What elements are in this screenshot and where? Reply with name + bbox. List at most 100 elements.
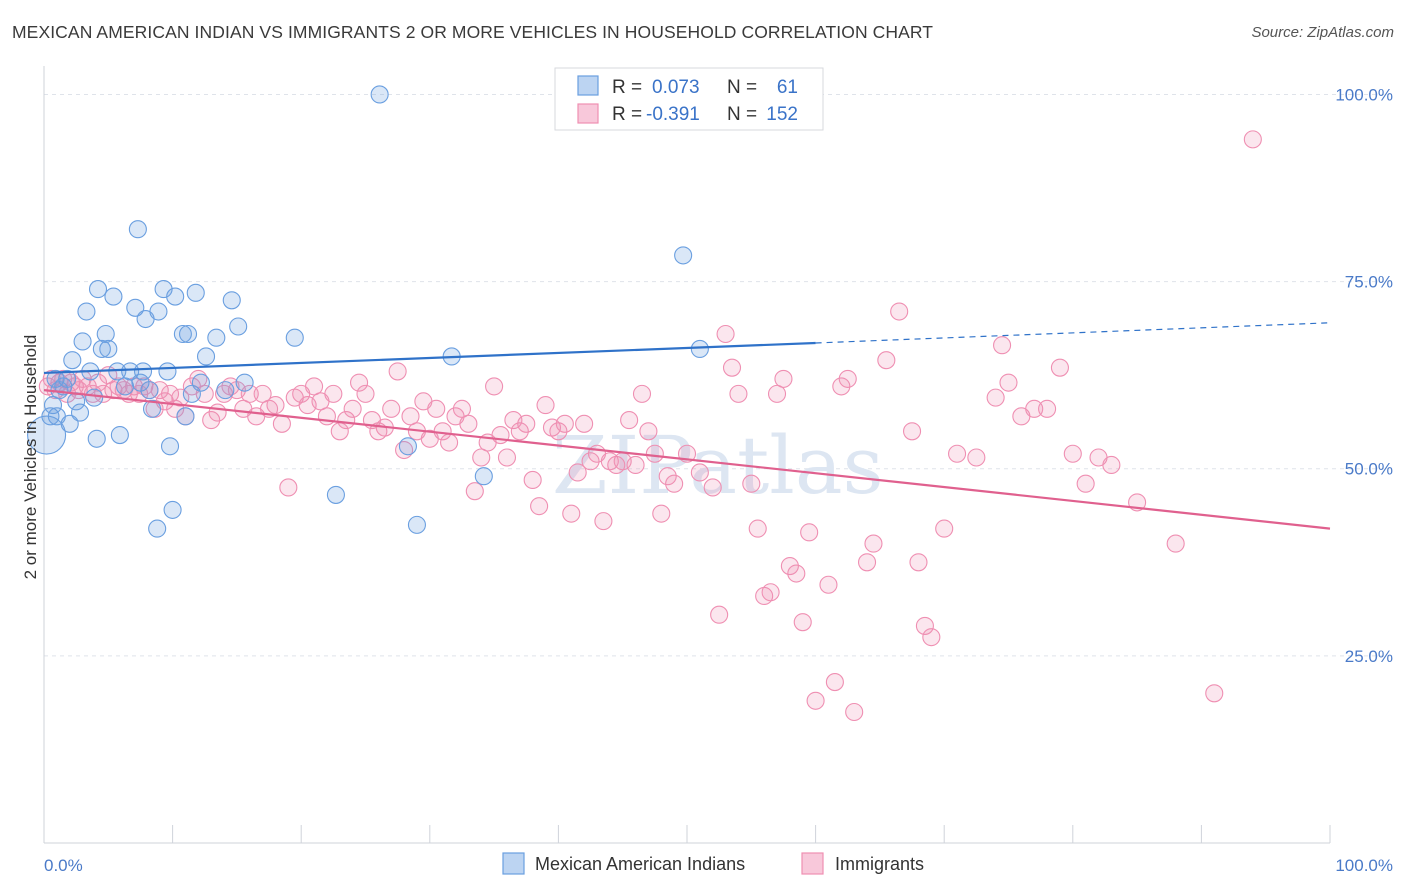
legend-n-value-2: 152: [766, 104, 798, 125]
mexican-american-indians-point-10: [70, 403, 90, 422]
legend-r-value-1: 0.073: [652, 77, 700, 98]
immigrants-point-104: [658, 467, 677, 486]
immigrants-point-120: [787, 564, 806, 583]
immigrants-point-74: [465, 482, 484, 501]
trend-lines: [43, 322, 1331, 530]
mexican-american-indians-point-15: [88, 280, 108, 299]
mexican-american-indians-point-24: [126, 298, 145, 317]
immigrants-point-34: [208, 403, 227, 422]
immigrants-point-145: [1038, 399, 1057, 418]
mexican-american-indians-points: [27, 85, 709, 538]
immigrants-point-13: [94, 384, 113, 403]
immigrants-point-126: [832, 377, 851, 396]
immigrants-point-103: [652, 504, 671, 523]
mexican-american-indians-point-27: [133, 362, 153, 381]
legend-n-label-1: N =: [727, 77, 757, 98]
legend-r-label-1: R =: [612, 77, 642, 98]
mexican-american-indians-point-48: [326, 485, 345, 504]
immigrants-point-32: [195, 384, 214, 403]
immigrants-point-84: [530, 497, 549, 516]
immigrants-point-150: [1102, 455, 1121, 475]
immigrants-point-45: [279, 478, 298, 497]
mexican-american-indians-point-30: [142, 399, 162, 418]
legend-n-label-2: N =: [727, 104, 757, 125]
immigrants-point-91: [575, 414, 594, 433]
immigrants-point-56: [350, 373, 369, 392]
immigrants-point-99: [626, 455, 645, 475]
immigrants-point-85: [536, 396, 555, 415]
immigrants-point-41: [253, 384, 272, 403]
x-tick-label-right: 100.0%: [1335, 856, 1393, 875]
mexican-american-indians-point-6: [58, 369, 77, 388]
immigrants-point-54: [337, 411, 356, 430]
mexican-american-indians-point-39: [186, 283, 205, 302]
mexican-american-indians-point-22: [115, 377, 135, 396]
trend-line-immigrants: [43, 389, 1331, 530]
immigrants-point-109: [710, 605, 729, 624]
immigrants-point-89: [562, 504, 581, 523]
immigrants-point-144: [1025, 399, 1044, 418]
mexican-american-indians-point-17: [96, 324, 115, 344]
mexican-american-indians-point-23: [121, 362, 140, 381]
immigrants-point-55: [343, 399, 362, 418]
immigrants-point-110: [716, 324, 735, 344]
immigrants-point-92: [581, 452, 600, 471]
immigrants-point-68: [427, 399, 446, 418]
immigrants-point-77: [485, 377, 504, 396]
mexican-american-indians-point-60: [47, 407, 66, 426]
mexican-american-indians-point-40: [191, 373, 210, 392]
immigrants-point-154: [1243, 130, 1262, 149]
mexican-american-indians-point-58: [176, 407, 195, 426]
series-legend-swatch-blue: [502, 852, 525, 875]
mexican-american-indians-point-57: [163, 500, 182, 519]
chart-title: MEXICAN AMERICAN INDIAN VS IMMIGRANTS 2 …: [12, 22, 934, 42]
mexican-american-indians-point-56: [148, 519, 167, 538]
immigrants-point-134: [909, 553, 928, 572]
y-axis-label: 2 or more Vehicles in Household: [21, 335, 40, 580]
immigrants-point-117: [767, 384, 787, 403]
immigrants-point-133: [902, 422, 922, 441]
mexican-american-indians-point-36: [173, 324, 192, 344]
mexican-american-indians-point-54: [674, 246, 693, 265]
immigrants-point-113: [742, 474, 761, 493]
immigrants-point-122: [800, 523, 819, 542]
mexican-american-indians-point-41: [196, 347, 216, 366]
immigrants-point-127: [838, 369, 857, 388]
mexican-american-indians-point-8: [63, 351, 82, 370]
y-tick-labels: 25.0% 50.0% 75.0% 100.0%: [1335, 85, 1393, 665]
immigrants-point-70: [440, 433, 459, 452]
immigrants-point-61: [382, 399, 401, 418]
mexican-american-indians-point-11: [73, 332, 92, 351]
immigrants-point-116: [761, 583, 780, 602]
y-tick-label-0: 25.0%: [1345, 647, 1393, 666]
immigrants-point-152: [1166, 534, 1185, 553]
immigrants-point-139: [967, 448, 986, 467]
immigrants-point-83: [523, 470, 542, 490]
immigrants-point-135: [915, 616, 934, 635]
immigrants-point-141: [993, 336, 1012, 355]
immigrants-point-82: [517, 414, 536, 433]
y-tick-label-2: 75.0%: [1345, 273, 1393, 292]
legend-swatch-pink: [577, 103, 599, 124]
immigrants-point-131: [877, 351, 896, 370]
mexican-american-indians-point-12: [77, 302, 96, 321]
mexican-american-indians-point-18: [99, 339, 118, 359]
mexican-american-indians-point-25: [128, 220, 147, 239]
immigrants-point-136: [922, 628, 941, 647]
immigrants-point-43: [266, 396, 285, 415]
immigrants-point-140: [986, 388, 1005, 407]
immigrants-point-132: [890, 302, 909, 321]
immigrants-point-114: [748, 519, 767, 538]
mexican-american-indians-point-44: [222, 291, 241, 310]
immigrants-point-123: [806, 691, 825, 710]
immigrants-point-94: [594, 512, 613, 531]
mexican-american-indians-point-14: [85, 388, 104, 407]
mexican-american-indians-point-35: [166, 287, 185, 306]
immigrants-point-33: [202, 411, 221, 430]
mexican-american-indians-point-45: [229, 317, 248, 336]
immigrants-point-128: [845, 702, 864, 722]
mexican-american-indians-point-31: [149, 302, 168, 321]
immigrants-point-49: [305, 377, 324, 396]
mexican-american-indians-point-37: [178, 324, 198, 344]
immigrants-point-125: [825, 673, 844, 692]
